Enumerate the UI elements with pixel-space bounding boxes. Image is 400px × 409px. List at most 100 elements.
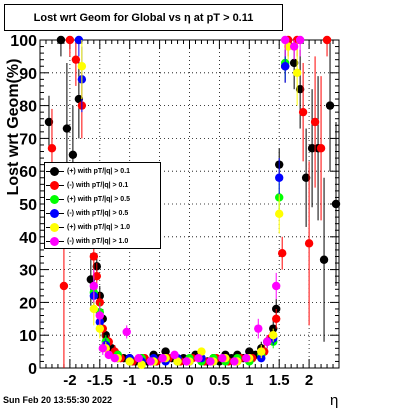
y-tick-label: 20 (19, 295, 37, 312)
legend-label: (-) with pT/|q| > 0.5 (67, 210, 129, 217)
x-tick-label: -2 (63, 372, 76, 389)
legend-label: (+) with pT/|q| > 0.5 (67, 196, 131, 203)
data-point (322, 35, 332, 45)
data-point (242, 353, 251, 363)
legend-label: (-) with pT/|q| > 1.0 (67, 238, 129, 245)
data-point (257, 347, 266, 356)
data-point (289, 42, 299, 51)
data-point (134, 353, 143, 363)
data-point (68, 150, 78, 159)
data-point (206, 357, 215, 366)
legend-entry: (-) with pT/|q| > 0.5 (45, 207, 160, 220)
series-group (89, 35, 305, 366)
data-point (280, 35, 290, 45)
data-point (77, 62, 87, 71)
data-point (283, 42, 293, 51)
legend: (+) with pT/|q| > 0.1 (-) with pT/|q| > … (44, 162, 161, 249)
data-point (307, 144, 317, 153)
x-tick-label: 1 (245, 372, 253, 389)
legend-label: (+) with pT/|q| > 0.1 (67, 168, 131, 175)
x-tick-label: 1.5 (269, 372, 290, 389)
data-point (310, 117, 320, 127)
y-tick-label: 30 (19, 263, 37, 280)
data-point (298, 107, 308, 117)
legend-marker (45, 221, 65, 234)
data-point (316, 144, 326, 153)
data-point (74, 94, 84, 104)
data-point (292, 68, 302, 78)
legend-entry: (-) with pT/|q| > 1.0 (45, 235, 160, 248)
data-point (98, 344, 107, 353)
data-point (89, 281, 99, 291)
data-point (95, 324, 105, 333)
data-point (173, 357, 182, 366)
data-point (122, 327, 131, 337)
data-point (74, 35, 84, 45)
data-point (230, 357, 239, 366)
y-axis-label: Lost wrt Geom(%) (5, 58, 22, 196)
legend-entry: (+) with pT/|q| > 0.5 (45, 193, 160, 206)
timestamp-footer: Sun Feb 20 13:55:30 2022 (3, 395, 113, 405)
y-tick-label: 0 (28, 361, 37, 378)
data-point (194, 353, 203, 363)
y-tick-label: 100 (10, 33, 37, 50)
data-point (137, 360, 146, 369)
data-point (254, 324, 263, 333)
chart-title: Lost wrt Geom for Global vs η at pT > 0.… (4, 4, 283, 31)
data-point (319, 255, 329, 264)
data-point (289, 58, 299, 68)
data-point (95, 311, 105, 320)
legend-entry: (-) with pT/|q| > 0.1 (45, 179, 160, 192)
x-tick-label: -0.5 (147, 372, 173, 389)
data-point (95, 298, 105, 307)
data-point (263, 337, 272, 346)
legend-marker (45, 235, 65, 248)
data-point (47, 144, 57, 153)
data-point (89, 304, 99, 314)
y-tick-label: 70 (19, 131, 37, 148)
data-point (331, 199, 341, 209)
data-point (197, 347, 206, 356)
x-tick-label: 2 (305, 372, 313, 389)
data-point (71, 55, 81, 64)
data-point (59, 281, 69, 291)
legend-marker (45, 207, 65, 220)
y-tick-label: 50 (19, 197, 37, 214)
legend-entry: (+) with pT/|q| > 1.0 (45, 221, 160, 234)
data-point (56, 35, 66, 45)
data-point (295, 35, 305, 45)
data-point (182, 357, 191, 366)
data-point (62, 124, 72, 133)
y-tick-label: 40 (19, 230, 37, 247)
x-tick-label: 0 (185, 372, 193, 389)
x-tick-label: -1 (123, 372, 136, 389)
data-point (65, 35, 75, 45)
data-point (110, 353, 119, 363)
data-point (92, 271, 102, 281)
data-point (272, 304, 281, 314)
data-point (125, 357, 134, 366)
x-tick-label: 0.5 (209, 372, 230, 389)
legend-label: (-) with pT/|q| > 0.1 (67, 182, 129, 189)
legend-label: (+) with pT/|q| > 1.0 (67, 224, 131, 231)
data-point (269, 331, 278, 340)
data-point (275, 173, 284, 182)
data-point (295, 85, 305, 94)
data-point (272, 314, 281, 323)
y-tick-label: 10 (19, 328, 37, 345)
data-point (44, 117, 54, 127)
legend-entry: (+) with pT/|q| > 0.1 (45, 165, 160, 178)
data-point (301, 173, 311, 182)
y-axis-label-box: Lost wrt Geom(%) (4, 47, 24, 207)
data-point (275, 209, 284, 219)
x-tick-label: -1.5 (87, 372, 113, 389)
y-tick-label: 80 (19, 99, 37, 116)
data-point (170, 350, 179, 360)
data-point (89, 252, 99, 261)
legend-marker (45, 165, 65, 178)
data-point (325, 101, 335, 110)
data-point (161, 347, 170, 356)
data-point (146, 357, 155, 366)
y-tick-label: 90 (19, 66, 37, 83)
